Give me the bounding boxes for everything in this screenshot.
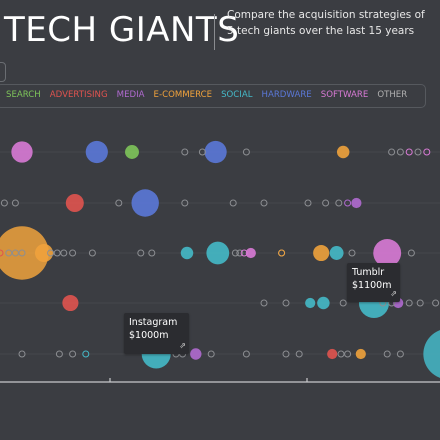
title-divider: [214, 14, 215, 50]
acquisition-bubble[interactable]: [344, 199, 352, 207]
acquisition-bubble[interactable]: [373, 239, 402, 267]
instagram-tooltip: Instagram $1000m ⇗: [124, 313, 189, 354]
acquisition-bubble[interactable]: [339, 299, 347, 307]
legend-item-social[interactable]: SOCIAL: [221, 90, 253, 100]
category-legend-bar: [0, 84, 426, 108]
acquisition-bubble[interactable]: [190, 348, 202, 360]
acquisition-bubble[interactable]: [11, 141, 33, 163]
acquisition-bubble[interactable]: [69, 249, 77, 257]
acquisition-bubble[interactable]: [396, 148, 404, 156]
acquisition-bubble[interactable]: [335, 199, 343, 207]
acquisition-bubble[interactable]: [407, 249, 415, 257]
acquisition-bubble[interactable]: [60, 249, 68, 257]
acquisition-bubble[interactable]: [207, 350, 215, 358]
acquisition-bubble[interactable]: [344, 350, 352, 358]
tooltip-company-name: Tumblr: [352, 267, 385, 278]
acquisition-bubble[interactable]: [305, 297, 316, 309]
acquisition-bubble[interactable]: [304, 199, 312, 207]
page-subtitle: Compare the acquisition strategies of 5 …: [227, 9, 425, 37]
acquisition-bubble[interactable]: [416, 299, 424, 307]
legend-item-hardware[interactable]: HARDWARE: [261, 90, 312, 100]
acquisition-bubble[interactable]: [88, 249, 96, 257]
acquisition-bubble[interactable]: [282, 299, 290, 307]
acquisition-bubble[interactable]: [55, 350, 63, 358]
acquisition-bubble[interactable]: [181, 148, 189, 156]
acquisition-bubble[interactable]: [82, 350, 90, 358]
acquisition-bubble[interactable]: [282, 350, 290, 358]
acquisition-bubble[interactable]: [204, 140, 227, 164]
acquisition-bubble[interactable]: [11, 249, 19, 257]
acquisition-bubble[interactable]: [69, 350, 77, 358]
legend-item-software[interactable]: SOFTWARE: [320, 90, 369, 100]
acquisition-bubble[interactable]: [327, 348, 338, 360]
acquisition-bubble[interactable]: [115, 199, 123, 207]
acquisition-bubble[interactable]: [295, 350, 303, 358]
acquisition-bubble[interactable]: [65, 194, 84, 212]
acquisition-bubble[interactable]: [0, 226, 49, 280]
acquisition-bubble[interactable]: [180, 246, 194, 260]
acquisition-bubble[interactable]: [148, 249, 156, 257]
acquisition-bubble[interactable]: [329, 246, 344, 260]
acquisition-bubble[interactable]: [405, 148, 413, 156]
acquisition-bubble[interactable]: [11, 199, 19, 207]
legend-item-media[interactable]: MEDIA: [116, 90, 145, 100]
tooltip-company-value: $1000m: [129, 330, 169, 341]
legend-item-search[interactable]: SEARCH: [6, 90, 41, 100]
acquisition-bubble[interactable]: [229, 199, 237, 207]
acquisition-bubble[interactable]: [47, 249, 55, 257]
acquisition-bubble[interactable]: [181, 199, 189, 207]
acquisition-bubble[interactable]: [131, 189, 159, 217]
acquisition-bubble[interactable]: [423, 148, 431, 156]
tooltip-company-name: Instagram: [129, 317, 178, 328]
category-legend: SEARCH ADVERTISING MEDIA E-COMMERCE SOCIAL HA…: [6, 90, 407, 100]
acquisition-bubble[interactable]: [85, 140, 108, 164]
legend-item-other[interactable]: OTHER: [377, 90, 408, 100]
acquisition-bubble[interactable]: [322, 199, 330, 207]
acquisition-bubble[interactable]: [278, 249, 286, 257]
acquisition-bubble[interactable]: [336, 145, 350, 159]
acquisition-bubble[interactable]: [62, 294, 79, 312]
tooltip-company-value: $1100m: [352, 280, 392, 291]
acquisition-bubble[interactable]: [242, 350, 250, 358]
acquisition-bubble[interactable]: [236, 249, 244, 257]
acquisition-bubble[interactable]: [240, 249, 248, 257]
acquisition-bubble[interactable]: [260, 299, 268, 307]
acquisition-bubble[interactable]: [423, 329, 440, 380]
acquisition-bubble[interactable]: [405, 299, 413, 307]
acquisition-bubble[interactable]: [231, 249, 239, 257]
acquisition-bubble[interactable]: [414, 148, 422, 156]
acquisition-bubble[interactable]: [337, 350, 345, 358]
external-link-icon[interactable]: ⇗: [179, 341, 186, 350]
acquisition-bubble[interactable]: [137, 249, 145, 257]
acquisition-bubble[interactable]: [260, 199, 268, 207]
acquisition-bubble[interactable]: [313, 244, 330, 262]
acquisition-bubble[interactable]: [432, 299, 440, 307]
legend-item-e-commerce[interactable]: E-COMMERCE: [153, 90, 213, 100]
tumblr-tooltip: Tumblr $1100m ⇗: [347, 263, 400, 302]
legend-item-advertising[interactable]: ADVERTISING: [49, 90, 108, 100]
acquisition-bubble[interactable]: [242, 148, 250, 156]
acquisition-bubble[interactable]: [18, 350, 26, 358]
acquisition-bubble[interactable]: [396, 350, 404, 358]
acquisition-bubble[interactable]: [53, 249, 61, 257]
acquisition-bubble[interactable]: [388, 148, 396, 156]
acquisition-bubble[interactable]: [351, 197, 362, 209]
acquisition-bubble[interactable]: [198, 148, 206, 156]
company-filter-box[interactable]: [0, 62, 6, 82]
acquisition-bubble[interactable]: [317, 296, 330, 310]
acquisition-bubble[interactable]: [0, 249, 4, 257]
acquisition-bubble[interactable]: [355, 348, 366, 360]
external-link-icon[interactable]: ⇗: [390, 289, 397, 298]
acquisition-bubble[interactable]: [125, 145, 139, 159]
acquisition-bubble[interactable]: [348, 249, 356, 257]
acquisition-bubble[interactable]: [5, 249, 13, 257]
page-title: TECH GIANTS: [4, 10, 240, 50]
acquisition-bubble[interactable]: [383, 350, 391, 358]
acquisition-bubble[interactable]: [206, 241, 230, 265]
acquisition-bubble[interactable]: [0, 199, 8, 207]
acquisition-bubble[interactable]: [18, 249, 26, 257]
acquisition-bubble[interactable]: [35, 244, 53, 262]
acquisition-bubble[interactable]: [245, 247, 256, 259]
